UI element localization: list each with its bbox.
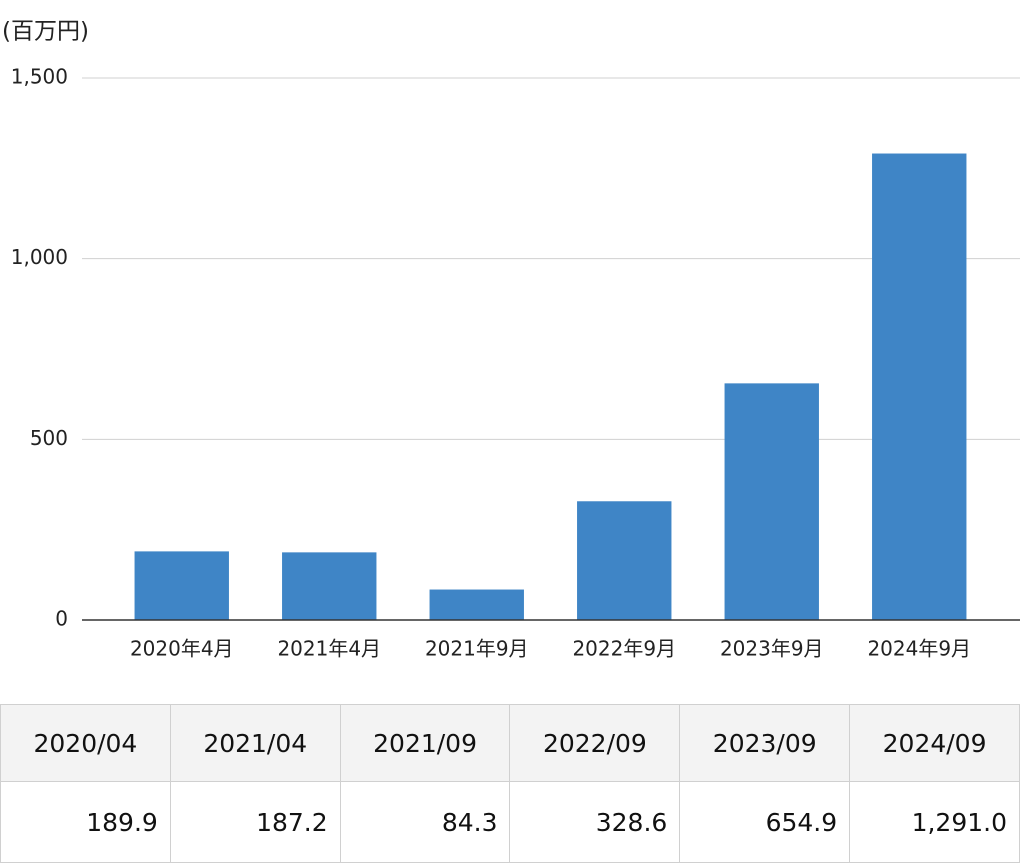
x-tick-label: 2022年9月 bbox=[572, 637, 676, 661]
x-tick-label: 2023年9月 bbox=[720, 637, 824, 661]
y-tick-label: 1,000 bbox=[11, 245, 68, 269]
value-cell: 328.6 bbox=[509, 781, 681, 863]
value-cell: 654.9 bbox=[679, 781, 851, 863]
header-cell: 2021/04 bbox=[169, 704, 341, 782]
bar bbox=[134, 551, 229, 620]
bar bbox=[282, 552, 377, 620]
y-tick-label: 500 bbox=[30, 426, 68, 450]
bar bbox=[724, 383, 819, 620]
bar bbox=[577, 501, 672, 620]
y-tick-label: 1,500 bbox=[11, 65, 68, 89]
value-cell: 84.3 bbox=[339, 781, 511, 863]
header-row: 2020/04 2021/04 2021/09 2022/09 2023/09 2024/… bbox=[0, 704, 1020, 782]
x-tick-label: 2024年9月 bbox=[867, 637, 971, 661]
value-cell: 1,291.0 bbox=[849, 781, 1020, 863]
value-cell: 189.9 bbox=[0, 781, 171, 863]
header-cell: 2020/04 bbox=[0, 704, 171, 782]
data-table: 2020/04 2021/04 2021/09 2022/09 2023/09 2024/… bbox=[0, 704, 1020, 863]
header-cell: 2024/09 bbox=[849, 704, 1020, 782]
value-row: 189.9 187.2 84.3 328.6 654.9 1,291.0 bbox=[0, 781, 1020, 863]
header-cell: 2022/09 bbox=[509, 704, 681, 782]
x-tick-label: 2021年9月 bbox=[425, 637, 529, 661]
chart: (百万円) 0 500 1,000 1,500 2020年4月 2021年4月 2021年9… bbox=[2, 19, 1020, 661]
header-cell: 2023/09 bbox=[679, 704, 851, 782]
y-tick-label: 0 bbox=[55, 607, 68, 631]
x-tick-label: 2021年4月 bbox=[277, 637, 381, 661]
bar bbox=[429, 589, 524, 620]
bar bbox=[872, 153, 967, 620]
header-cell: 2021/09 bbox=[339, 704, 511, 782]
value-cell: 187.2 bbox=[169, 781, 341, 863]
y-axis-label: (百万円) bbox=[2, 19, 89, 45]
x-tick-label: 2020年4月 bbox=[130, 637, 234, 661]
